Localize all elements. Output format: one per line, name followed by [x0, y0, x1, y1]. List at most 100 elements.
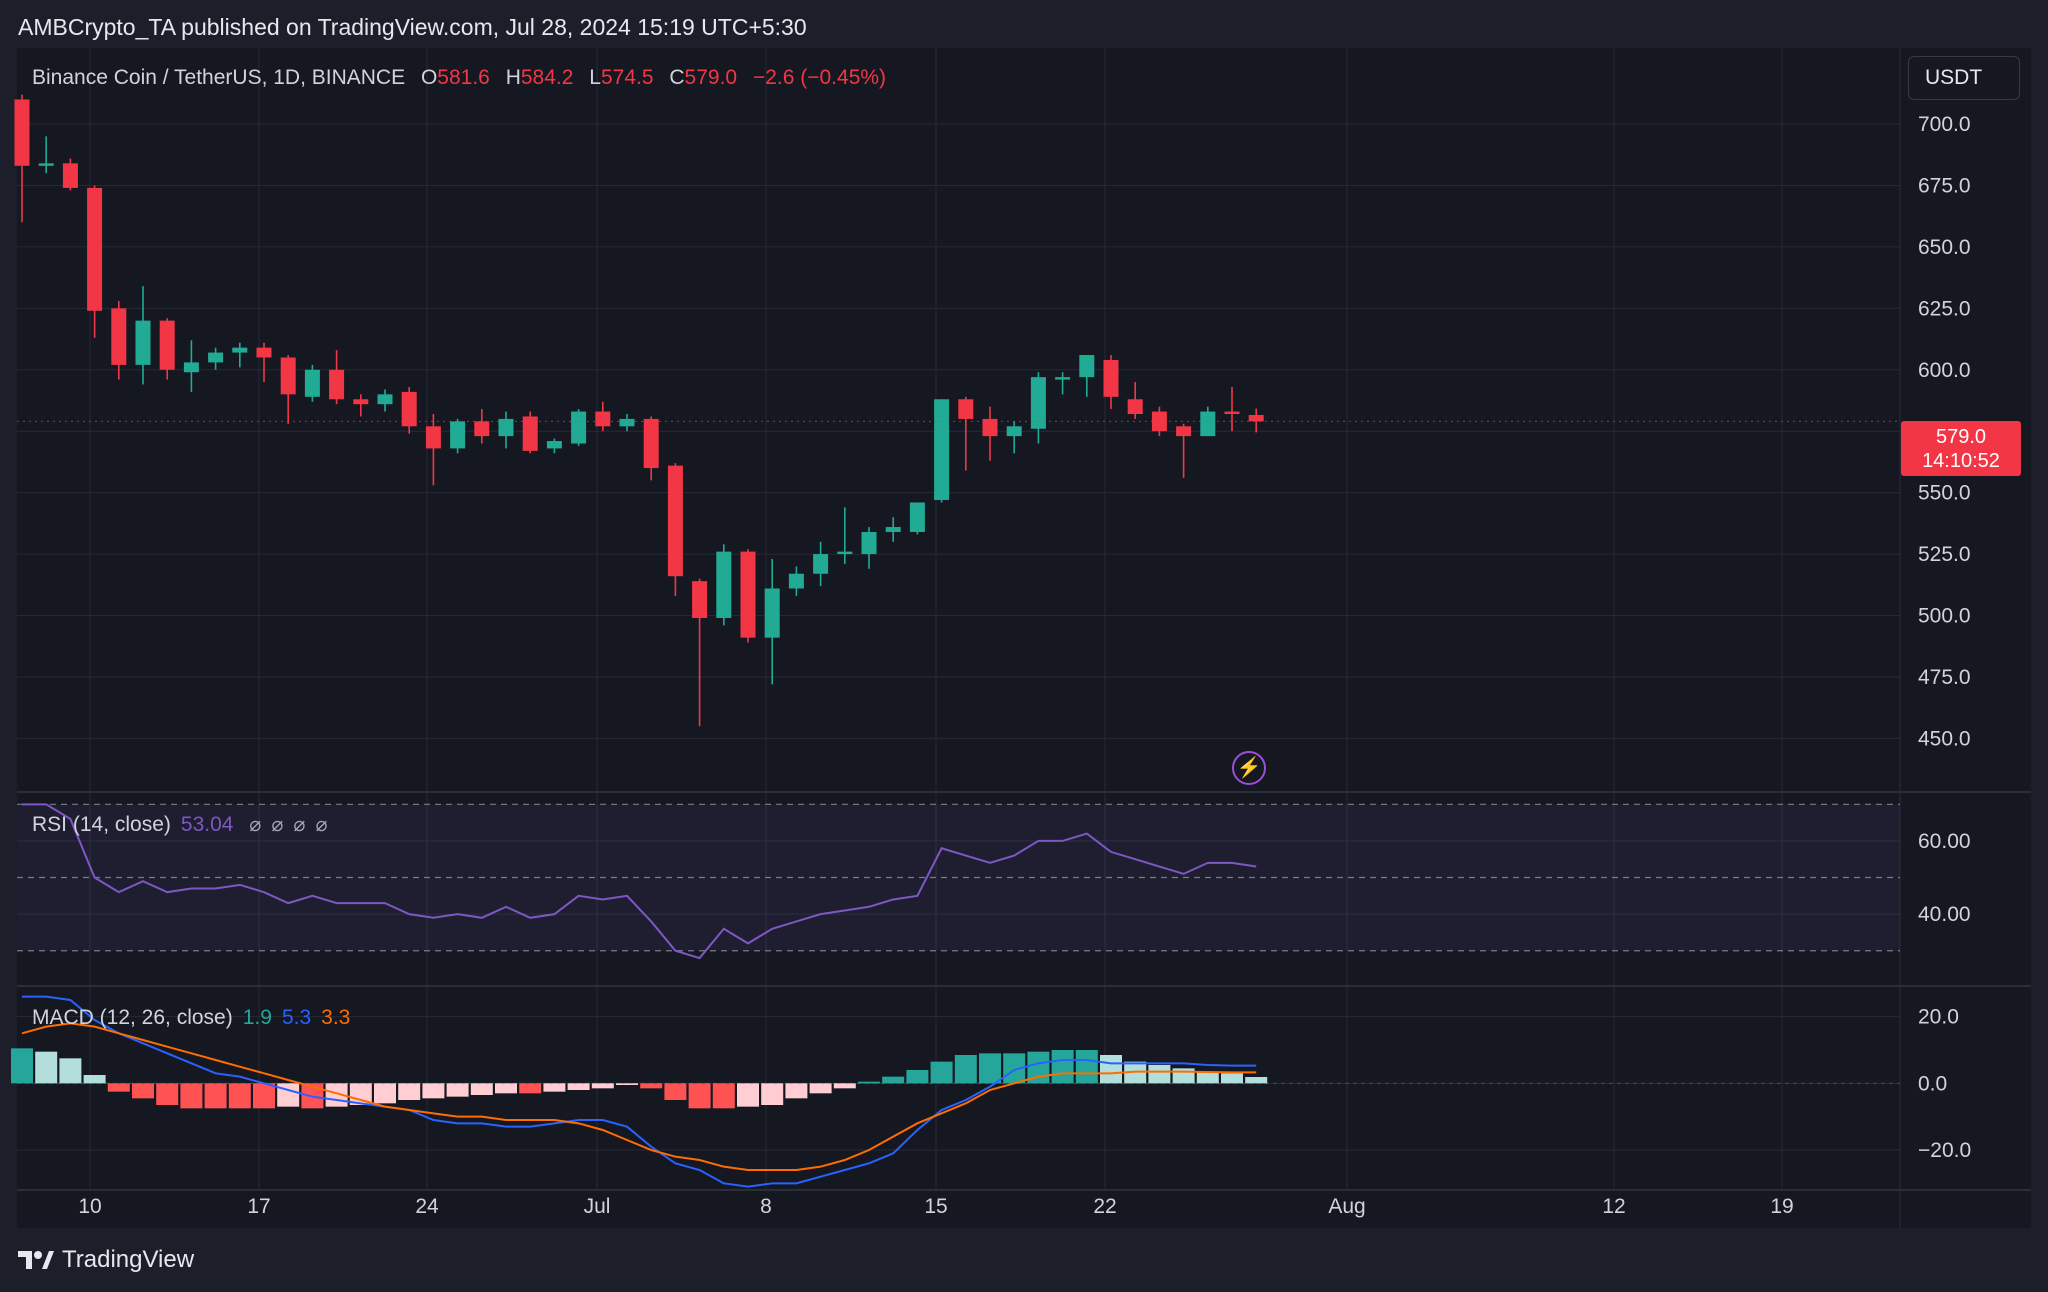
macd-histogram-bar: [1075, 1050, 1098, 1084]
hidden-input-icon: ⌀: [293, 814, 306, 836]
macd-histogram-bar: [495, 1083, 517, 1094]
time-axis-tick: 19: [1770, 1195, 1793, 1218]
macd-histogram-bar: [664, 1083, 687, 1100]
candle-body: [982, 418, 998, 437]
macd-histogram-bar: [906, 1070, 929, 1084]
last-price-value: 579.0: [1935, 426, 1987, 448]
brand-text: TradingView: [62, 1246, 195, 1273]
candle-body: [401, 391, 417, 427]
candle-body: [764, 588, 780, 638]
macd-hist-value: 1.9: [242, 1006, 272, 1029]
macd-histogram-bar: [519, 1083, 542, 1094]
macd-histogram-bar: [640, 1083, 663, 1089]
candle-body: [1176, 426, 1192, 437]
price-axis-tick: 700.0: [1918, 113, 1971, 136]
candle-body: [546, 441, 562, 449]
rsi-legend[interactable]: RSI (14, close) 53.04 ⌀ ⌀ ⌀ ⌀: [32, 812, 327, 837]
high-label: H: [505, 66, 521, 89]
symbol-title[interactable]: Binance Coin / TetherUS, 1D, BINANCE: [32, 66, 406, 89]
macd-axis-tick: 0.0: [1918, 1072, 1947, 1095]
candle-body: [788, 573, 804, 589]
candle-body: [1006, 426, 1022, 437]
macd-histogram-bar: [858, 1081, 880, 1084]
price-axis-tick: 650.0: [1918, 236, 1971, 259]
macd-histogram-bar: [1172, 1068, 1195, 1084]
macd-histogram-bar: [156, 1083, 179, 1105]
candle-body: [111, 308, 127, 365]
macd-histogram-bar: [712, 1083, 735, 1109]
macd-histogram-bar: [59, 1058, 82, 1084]
candle-body: [571, 411, 587, 444]
candle-body: [934, 399, 950, 501]
macd-histogram-bar: [954, 1055, 977, 1084]
time-axis-tick: 15: [924, 1195, 947, 1218]
macd-histogram-bar: [180, 1083, 203, 1109]
candle-body: [425, 426, 441, 449]
macd-histogram-bar: [761, 1083, 784, 1105]
tradingview-logo-icon: [18, 1251, 54, 1269]
candle-body: [1079, 355, 1095, 378]
macd-histogram-bar: [132, 1083, 154, 1099]
candle-body: [716, 551, 732, 618]
macd-line: [22, 995, 1257, 1188]
macd-histogram-bar: [83, 1075, 106, 1084]
candle-body: [619, 418, 635, 427]
candle-body: [87, 187, 103, 311]
currency-button[interactable]: USDT: [1908, 56, 2020, 100]
candle-body: [667, 465, 683, 577]
candle-body: [1127, 399, 1143, 415]
price-axis-tick: 525.0: [1918, 543, 1971, 566]
signal-line: [21, 1022, 1257, 1171]
price-axis-tick: 625.0: [1918, 297, 1971, 320]
axis-layer: 450.0475.0500.0525.0550.0575.0600.0625.0…: [78, 113, 1971, 1218]
lightning-icon[interactable]: ⚡: [1232, 751, 1266, 785]
price-axis-tick: 550.0: [1918, 482, 1971, 505]
candle-body: [1248, 414, 1264, 422]
candle-body: [1151, 411, 1167, 432]
macd-histogram-bar: [1245, 1077, 1268, 1084]
macd-histogram-bar: [35, 1051, 58, 1084]
macd-signal-value: 3.3: [321, 1006, 351, 1029]
time-axis-tick: 17: [247, 1195, 270, 1218]
candle-body: [692, 581, 708, 618]
open-value: 581.6: [437, 66, 490, 89]
rsi-value: 53.04: [180, 813, 234, 836]
macd-histogram-bar: [833, 1083, 856, 1089]
macd-histogram-bar: [470, 1083, 493, 1095]
macd-histogram-bar: [1003, 1053, 1026, 1084]
macd-histogram-bar: [785, 1083, 808, 1099]
macd-histogram-bar: [930, 1061, 953, 1084]
macd-axis-tick: −20.0: [1918, 1139, 1971, 1162]
candle-body: [377, 394, 393, 405]
candle-body: [522, 416, 538, 451]
low-value: 574.5: [600, 66, 654, 89]
time-axis-tick: Jul: [584, 1195, 611, 1218]
candle-body: [474, 421, 490, 437]
candle-body: [1103, 359, 1119, 397]
price-axis-tick: 675.0: [1918, 174, 1971, 197]
time-axis-tick: Aug: [1328, 1195, 1365, 1218]
macd-histogram-bar: [398, 1083, 421, 1100]
rsi-title: RSI (14, close): [32, 813, 171, 836]
price-axis-tick: 475.0: [1918, 666, 1971, 689]
macd-legend[interactable]: MACD (12, 26, close) 1.9 5.3 3.3: [32, 1006, 350, 1030]
candle-body: [958, 399, 974, 419]
candle-body: [740, 551, 756, 638]
tradingview-logo[interactable]: TradingView: [18, 1246, 194, 1274]
macd-histogram-bar: [543, 1083, 566, 1092]
change-value: −2.6 (−0.45%): [752, 66, 887, 89]
candle-body: [450, 421, 466, 449]
candle-body: [208, 352, 224, 363]
macd-histogram-bar: [349, 1083, 372, 1105]
macd-histogram-bar: [1051, 1050, 1074, 1084]
candle-body: [643, 418, 659, 469]
macd-histogram-bar: [882, 1076, 905, 1084]
rsi-band-layer: [17, 803, 1900, 1084]
candle-body: [813, 554, 829, 574]
macd-histogram-bar: [1148, 1065, 1171, 1084]
time-axis-tick: 8: [760, 1195, 772, 1218]
candle-body: [329, 369, 345, 400]
chart-frame[interactable]: [17, 48, 2031, 1228]
price-axis-tick: 500.0: [1918, 605, 1971, 628]
